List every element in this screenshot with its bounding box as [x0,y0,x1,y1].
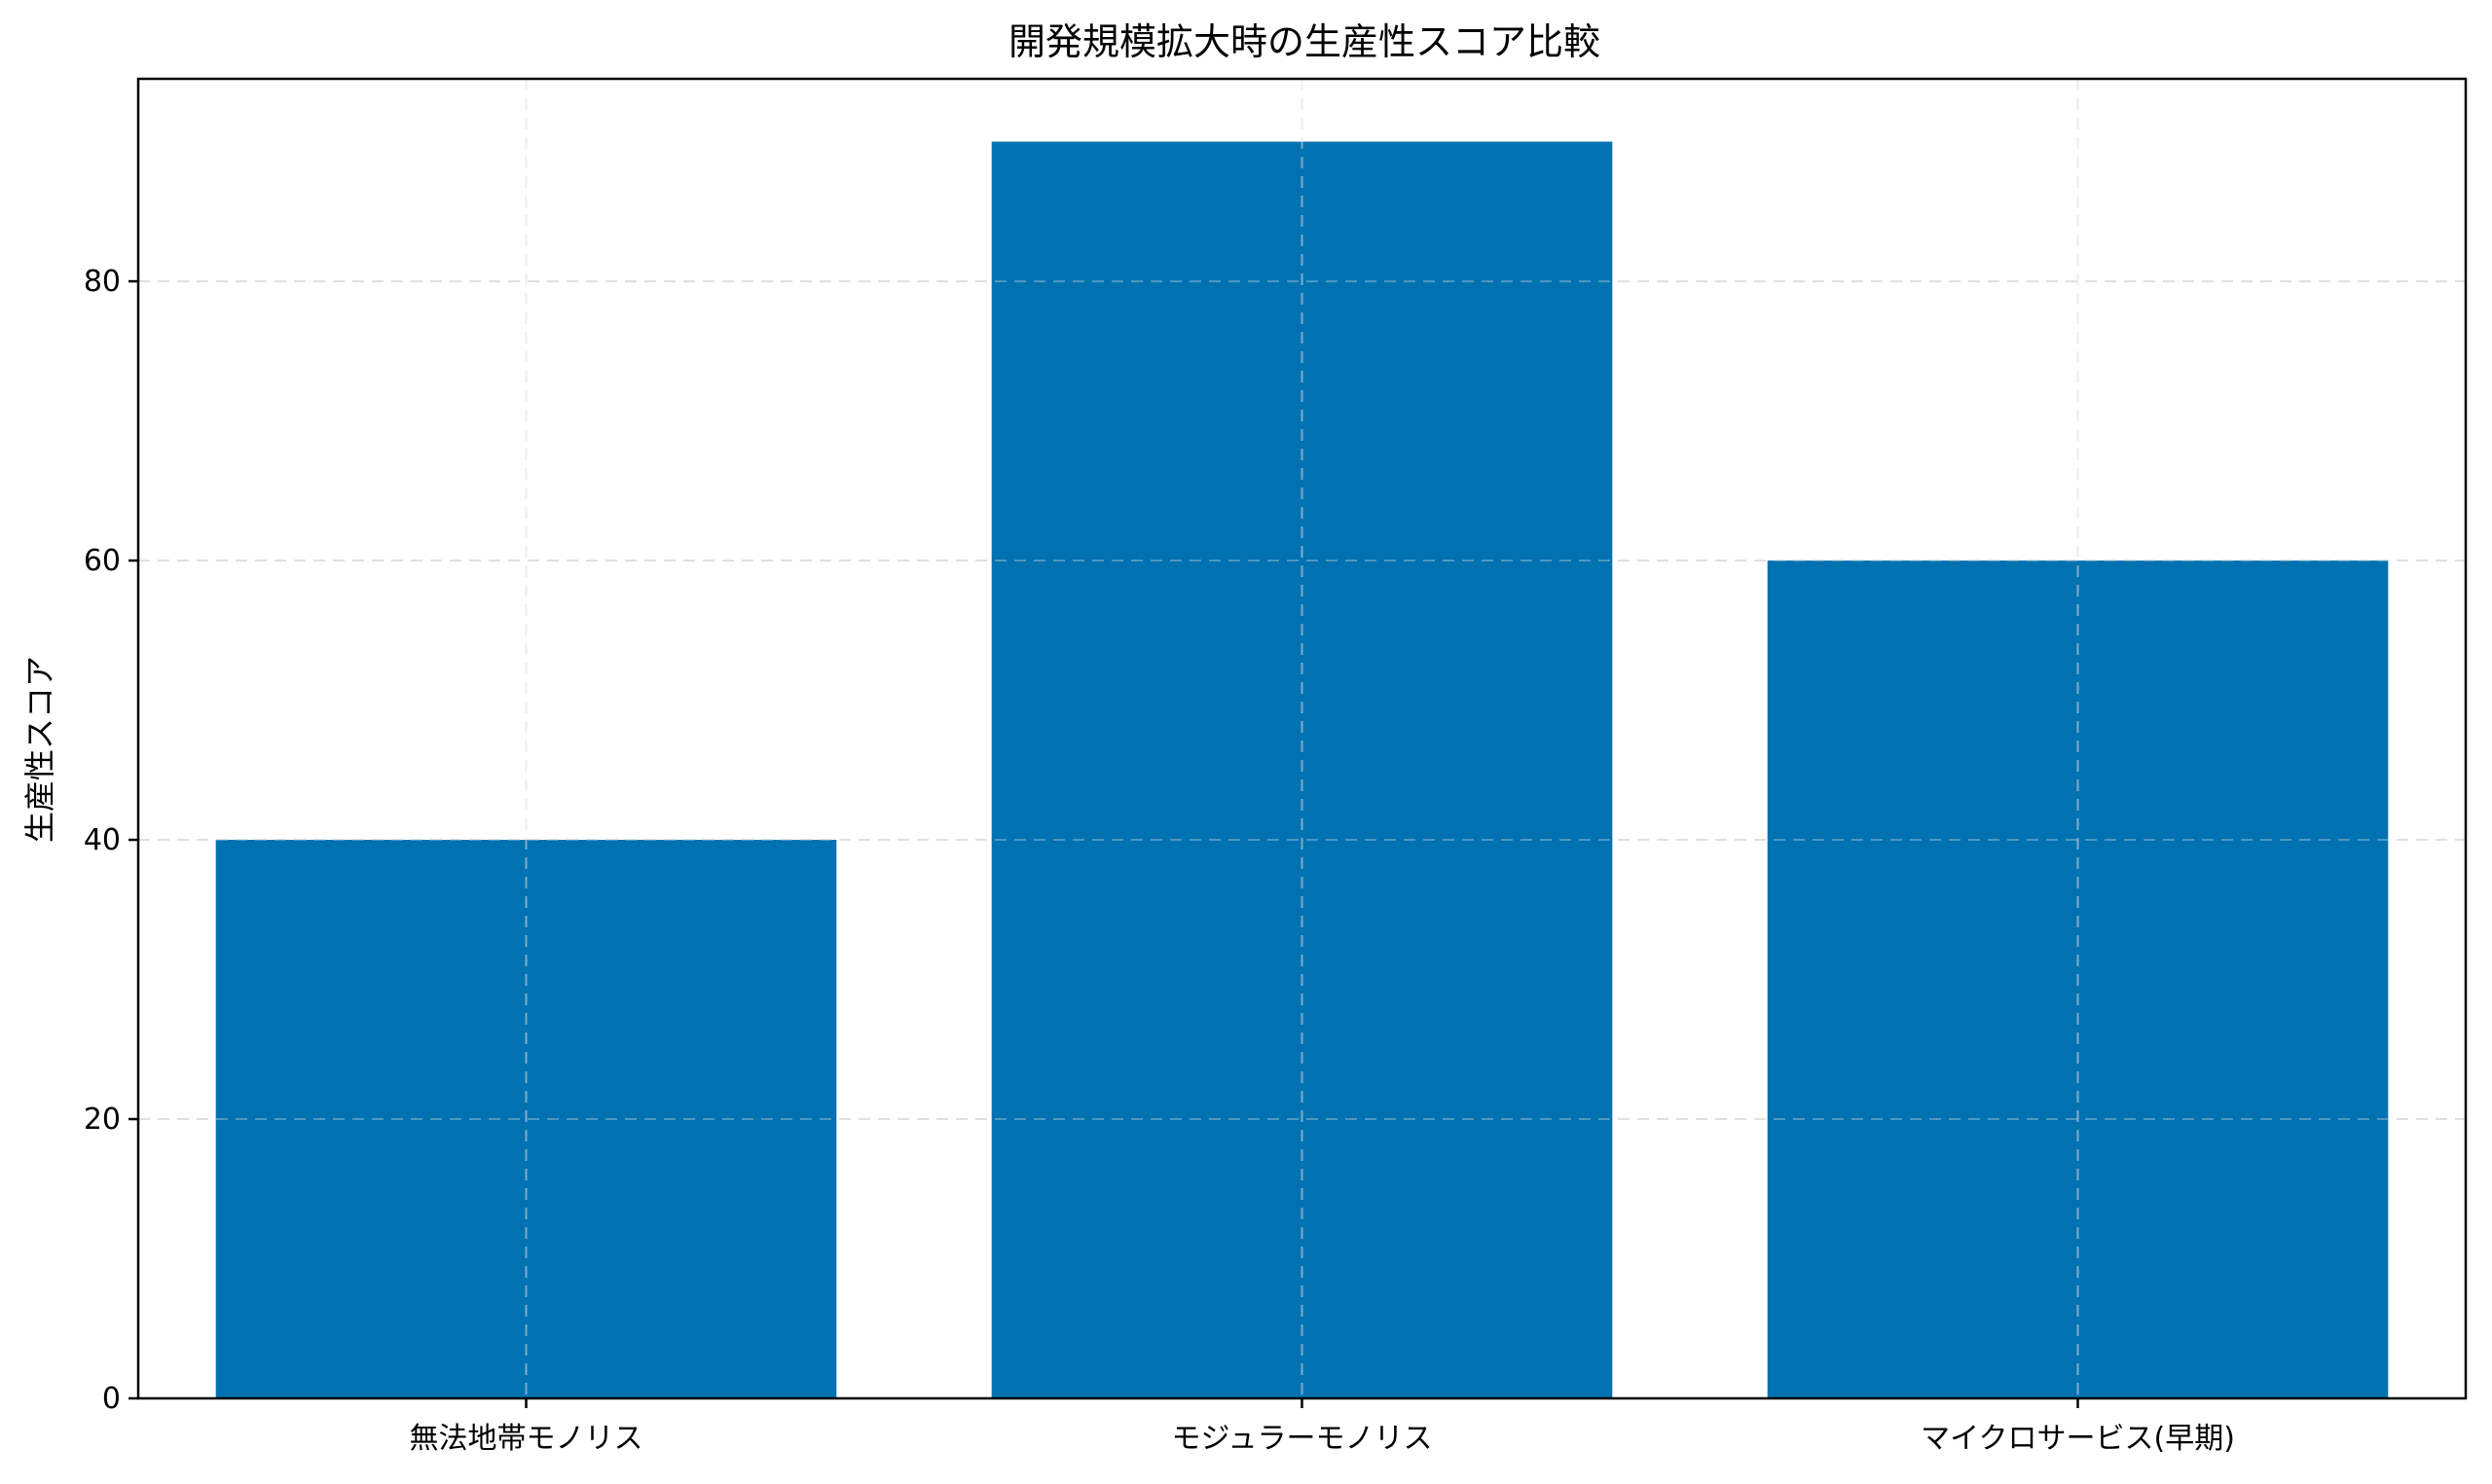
y-tick-label: 0 [102,1382,121,1416]
x-ticks: 無法地帯モノリス モジュラーモノリス マイクロサービス(早期) [410,1398,2235,1456]
chart-title: 開発規模拡大時の生産性スコア比較 [1008,20,1600,63]
x-tick-label: 無法地帯モノリス [410,1422,643,1456]
x-tick-label: マイクロサービス(早期) [1921,1422,2235,1456]
y-ticks: 0 20 40 60 80 [84,265,138,1416]
y-tick-label: 20 [84,1103,121,1137]
y-tick-label: 40 [84,823,121,857]
y-tick-label: 60 [84,544,121,578]
x-tick-label: モジュラーモノリス [1172,1422,1433,1456]
y-tick-label: 80 [84,265,121,299]
grid-overlay [138,79,2466,1398]
y-axis-label: 生産性スコア [21,656,58,843]
